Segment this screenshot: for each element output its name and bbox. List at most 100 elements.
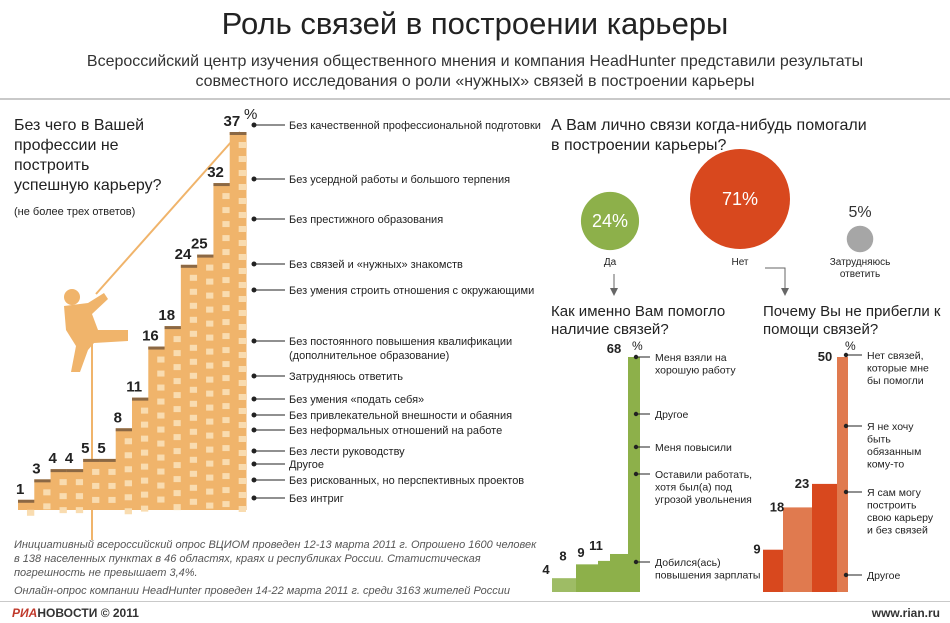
stair-stripe bbox=[59, 493, 67, 500]
stair-stripe bbox=[238, 478, 246, 484]
stair-category-label: Без лести руководству bbox=[289, 446, 405, 458]
stair-bar-top bbox=[164, 326, 182, 330]
survey-note: Инициативный всероссийский опрос ВЦИОМ п… bbox=[14, 539, 537, 579]
q3-category-label: Я сам могу построить свою карьеру и без свя… bbox=[867, 487, 934, 537]
page-title: Роль связей в построении карьеры bbox=[221, 6, 729, 41]
stair-stripe bbox=[108, 482, 116, 489]
q3-value-label: 50 bbox=[818, 349, 832, 364]
q2-value-label: 9 bbox=[577, 545, 584, 560]
stair-value-label: 8 bbox=[114, 409, 122, 426]
stair-stripe bbox=[124, 508, 132, 515]
left-question-note: (не более трех ответов) bbox=[14, 206, 136, 218]
stair-bar-top bbox=[197, 254, 214, 258]
stair-stripe bbox=[189, 372, 198, 379]
stair-value-label: 5 bbox=[81, 440, 89, 457]
q2-category-label: Оставили работать, хотя был(а) под угрозой… bbox=[655, 469, 752, 506]
stair-bar-top bbox=[18, 499, 35, 503]
stair-stripe bbox=[222, 473, 230, 480]
arrow-head bbox=[781, 288, 789, 296]
stair-stripe bbox=[206, 264, 214, 271]
stair-stripe bbox=[238, 408, 246, 414]
q3-value-label: 9 bbox=[753, 542, 760, 557]
stair-stripe bbox=[238, 450, 246, 456]
climber-icon bbox=[64, 131, 241, 540]
stair-stripe bbox=[206, 320, 214, 327]
stair-stripe bbox=[189, 386, 198, 393]
stair-category-label: Без престижного образования bbox=[289, 214, 443, 226]
stair-stripe bbox=[222, 263, 230, 270]
stair-value-label: 3 bbox=[32, 460, 40, 477]
stair-stripe bbox=[157, 398, 165, 405]
stair-stripe bbox=[206, 488, 214, 495]
q3-title: Почему Вы не прибегли к помощи связей? bbox=[763, 303, 941, 338]
bubble-value-label: 24% bbox=[592, 211, 628, 231]
q2-category-label: Другое bbox=[655, 409, 689, 421]
stair-stripe bbox=[189, 358, 198, 365]
q3-percent-unit: % bbox=[845, 339, 856, 353]
stair-stripe bbox=[75, 493, 84, 500]
stair-stripe bbox=[206, 278, 214, 285]
stair-stripe bbox=[124, 494, 132, 501]
stair-stripe bbox=[157, 426, 165, 433]
stair-stripe bbox=[59, 507, 67, 514]
stair-stripe bbox=[92, 468, 100, 475]
stair-stripe bbox=[222, 459, 230, 466]
stair-stripe bbox=[206, 292, 214, 299]
stair-stripe bbox=[222, 221, 230, 228]
stair-bar-top bbox=[180, 264, 198, 268]
stair-stripe bbox=[43, 503, 51, 510]
copyright: © 2011 bbox=[100, 606, 139, 620]
stair-stripe bbox=[173, 336, 181, 343]
stair-stripe bbox=[157, 454, 165, 461]
stair-stripe bbox=[108, 468, 116, 475]
stair-stripe bbox=[124, 452, 132, 459]
stair-stripe bbox=[189, 456, 198, 463]
bubble-category-label: Затрудняюсь ответить bbox=[830, 257, 891, 280]
stair-value-label: 4 bbox=[49, 450, 58, 467]
stair-stripe bbox=[140, 407, 149, 414]
stair-stripe bbox=[222, 501, 230, 508]
stair-stripe bbox=[222, 445, 230, 452]
stair-stripe bbox=[140, 449, 149, 456]
site-link[interactable]: www.rian.ru bbox=[871, 606, 940, 620]
stair-stripe bbox=[238, 212, 246, 218]
stair-stripe bbox=[124, 480, 132, 487]
stair-stripe bbox=[140, 505, 149, 512]
stair-stripe bbox=[238, 184, 246, 190]
stair-stripe bbox=[206, 390, 214, 397]
stair-value-label: 25 bbox=[191, 236, 208, 253]
stair-bar-top bbox=[148, 346, 166, 350]
stair-stripe bbox=[75, 479, 84, 486]
stair-bar bbox=[197, 254, 214, 510]
stair-stripe bbox=[26, 509, 35, 516]
stair-value-label: 5 bbox=[97, 440, 105, 457]
stair-stripe bbox=[189, 330, 198, 337]
stair-category-label: Без постоянного повышения квалификации (д… bbox=[289, 336, 512, 362]
stair-category-label: Без рискованных, но перспективных проект… bbox=[289, 475, 524, 487]
stair-stripe bbox=[222, 417, 230, 424]
stair-stripe bbox=[238, 352, 246, 358]
stair-stripe bbox=[222, 389, 230, 396]
stair-stripe bbox=[173, 392, 181, 399]
bubble bbox=[580, 191, 640, 251]
stair-bar-top bbox=[213, 183, 231, 187]
stair-stripe bbox=[59, 479, 67, 486]
stair-bar bbox=[115, 428, 133, 510]
stair-category-label: Без интриг bbox=[289, 493, 344, 505]
stair-value-label: 11 bbox=[126, 379, 142, 396]
stair-stripe bbox=[140, 463, 149, 470]
stair-value-label: 4 bbox=[65, 450, 74, 467]
stair-stripe bbox=[173, 462, 181, 469]
stair-stripe bbox=[222, 235, 230, 242]
stair-value-label: 18 bbox=[158, 307, 175, 324]
q2-category-label: Добился(ась) повышения зарплаты bbox=[655, 557, 760, 582]
stair-stripe bbox=[189, 400, 198, 407]
stair-stripe bbox=[189, 344, 198, 351]
stair-stripe bbox=[173, 378, 181, 385]
stair-bar bbox=[34, 479, 52, 510]
q3-category-label: Я не хочу быть обязанным кому-то bbox=[867, 421, 921, 471]
stair-stripe bbox=[173, 490, 181, 497]
q2-value-label: 11 bbox=[589, 538, 603, 553]
stair-stripe bbox=[238, 254, 246, 260]
stair-stripe bbox=[173, 504, 181, 511]
